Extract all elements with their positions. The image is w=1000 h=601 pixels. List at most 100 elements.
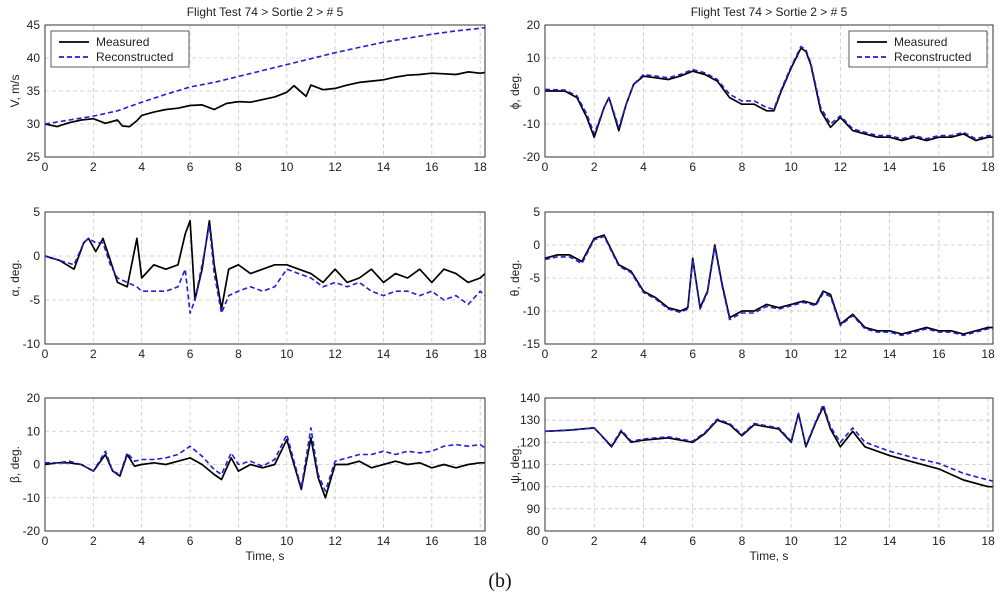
subplot-psi: 0 2 4 6 8 10 12 14 16 18 80 90 100 110 120 130 140 ψ, deg… <box>508 391 995 563</box>
x-tick-label: 8 <box>739 534 746 548</box>
series-measured-line <box>544 234 993 335</box>
x-tick-label: 2 <box>591 534 598 548</box>
x-tick-label: 8 <box>739 160 746 174</box>
y-tick-label: -10 <box>23 491 41 505</box>
y-tick-label: 140 <box>520 391 540 405</box>
axes-frame <box>544 211 994 345</box>
x-tick-label: 10 <box>784 160 798 174</box>
x-tick-label: 12 <box>834 347 848 361</box>
x-tick-label: 4 <box>640 534 647 548</box>
x-tick-label: 16 <box>425 534 439 548</box>
x-tick-label: 10 <box>784 534 798 548</box>
legend-label-measured: Measured <box>96 35 149 49</box>
y-tick-label: 90 <box>527 502 541 516</box>
y-tick-label: 0 <box>533 84 540 98</box>
x-tick-label: 18 <box>981 534 995 548</box>
x-tick-label: 10 <box>280 160 294 174</box>
y-axis-label: ψ, deg. <box>508 445 522 484</box>
y-tick-label: -5 <box>29 293 40 307</box>
x-tick-label: 16 <box>932 160 946 174</box>
x-tick-label: 0 <box>542 534 549 548</box>
x-tick-label: 8 <box>235 347 242 361</box>
x-tick-label: 0 <box>542 347 549 361</box>
legend-box <box>848 30 988 68</box>
y-tick-label: 5 <box>33 205 40 219</box>
subplot-beta: 0 2 4 6 8 10 12 14 16 18 -20 -10 0 10 20 β, deg. Time, s <box>8 391 487 563</box>
chart-title: Flight Test 74 > Sortie 2 > # 5 <box>691 5 848 19</box>
x-tick-label: 0 <box>42 160 49 174</box>
x-tick-label: 18 <box>981 160 995 174</box>
y-tick-label: -10 <box>23 337 41 351</box>
x-tick-label: 16 <box>932 347 946 361</box>
x-tick-label: 6 <box>187 347 194 361</box>
series-measured-line <box>44 71 486 128</box>
x-tick-label: 0 <box>42 534 49 548</box>
y-tick-label: 20 <box>527 18 541 32</box>
y-tick-label: 25 <box>27 150 41 164</box>
axes-frame <box>44 397 486 532</box>
y-tick-label: 0 <box>533 238 540 252</box>
series-reconstructed-line <box>44 224 486 315</box>
x-tick-label: 16 <box>425 347 439 361</box>
x-tick-label: 10 <box>280 534 294 548</box>
x-tick-label: 14 <box>377 534 391 548</box>
x-tick-label: 16 <box>425 160 439 174</box>
y-tick-label: 10 <box>527 51 541 65</box>
legend-label-reconstructed: Reconstructed <box>894 50 971 64</box>
x-tick-label: 2 <box>591 347 598 361</box>
x-tick-label: 8 <box>235 534 242 548</box>
x-tick-label: 16 <box>932 534 946 548</box>
x-tick-label: 14 <box>883 534 897 548</box>
y-tick-label: -15 <box>523 337 541 351</box>
series-reconstructed-line <box>544 45 993 140</box>
x-tick-label: 6 <box>187 534 194 548</box>
y-tick-label: 35 <box>27 84 41 98</box>
series-reconstructed-line <box>44 26 486 125</box>
y-axis-label: ϕ, deg. <box>508 73 522 110</box>
x-tick-label: 18 <box>473 160 487 174</box>
axes-frame <box>44 211 486 345</box>
series-measured-line <box>44 219 486 310</box>
x-tick-label: 4 <box>138 347 145 361</box>
y-tick-label: 40 <box>27 51 41 65</box>
y-axis-label: β, deg. <box>8 446 22 483</box>
x-tick-label: 12 <box>328 160 342 174</box>
x-tick-label: 12 <box>834 160 848 174</box>
y-tick-label: 120 <box>520 435 540 449</box>
y-tick-label: 0 <box>33 249 40 263</box>
subplot-theta: 0 2 4 6 8 10 12 14 16 18 -15 -10 -5 0 5 θ, deg. <box>508 205 995 361</box>
y-tick-label: -20 <box>523 150 541 164</box>
legend-box <box>50 30 190 68</box>
y-tick-label: 130 <box>520 413 540 427</box>
y-tick-label: -10 <box>523 304 541 318</box>
y-tick-label: 0 <box>33 458 40 472</box>
series-measured-line <box>44 437 485 499</box>
y-axis-label: α, deg. <box>8 260 22 297</box>
x-tick-label: 4 <box>138 534 145 548</box>
y-tick-label: 20 <box>27 391 41 405</box>
x-tick-label: 14 <box>377 347 391 361</box>
x-tick-label: 18 <box>981 347 995 361</box>
x-tick-label: 0 <box>542 160 549 174</box>
x-tick-label: 2 <box>90 534 97 548</box>
x-tick-label: 6 <box>689 160 696 174</box>
y-tick-label: 30 <box>27 117 41 131</box>
y-tick-label: 100 <box>520 480 540 494</box>
x-tick-label: 14 <box>377 160 391 174</box>
series-measured-line <box>545 47 993 142</box>
axes-frame <box>544 24 994 158</box>
x-axis-label: Time, s <box>750 549 789 563</box>
x-tick-label: 6 <box>689 534 696 548</box>
y-tick-label: 80 <box>527 524 541 538</box>
series-reconstructed-line <box>544 403 994 482</box>
y-tick-label: -5 <box>529 271 540 285</box>
x-tick-label: 6 <box>187 160 194 174</box>
y-tick-label: 110 <box>521 458 540 472</box>
series-reconstructed-line <box>544 235 993 337</box>
x-tick-label: 18 <box>473 347 487 361</box>
x-tick-label: 2 <box>90 160 97 174</box>
y-tick-label: -10 <box>523 117 541 131</box>
x-tick-label: 2 <box>90 347 97 361</box>
